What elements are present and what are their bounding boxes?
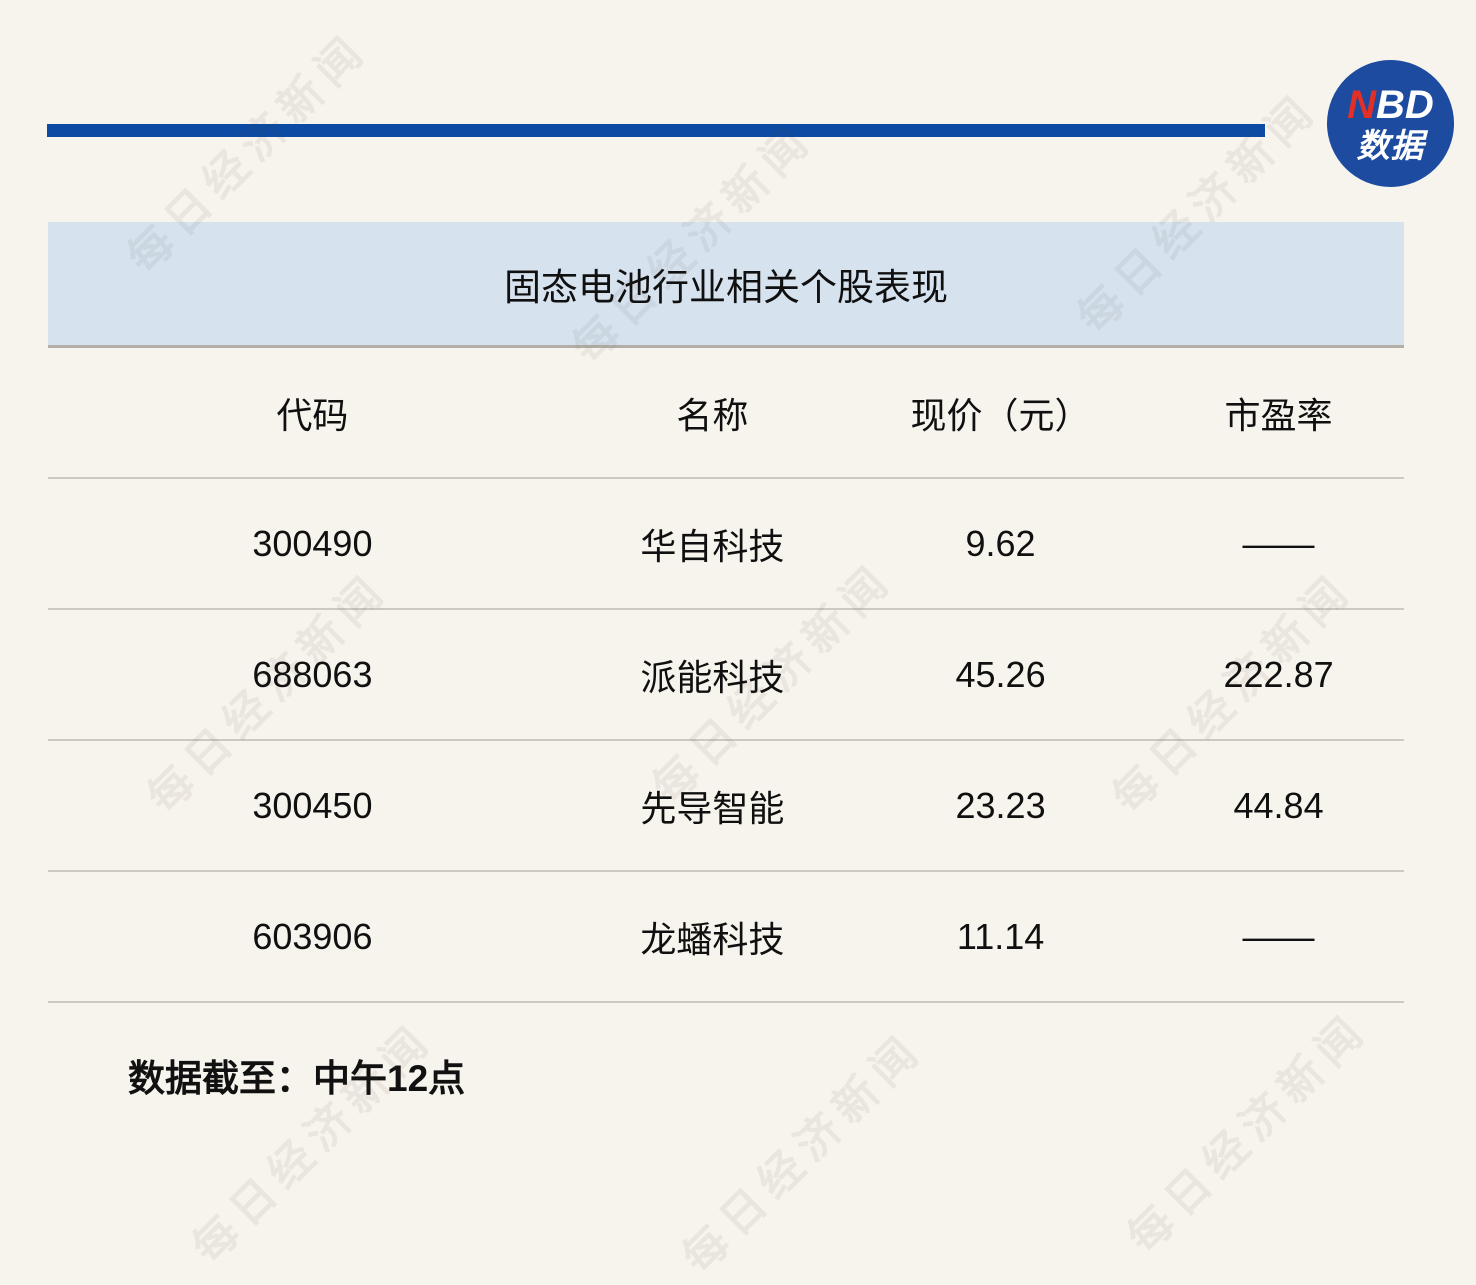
page: NBD 数据 固态电池行业相关个股表现 代码 名称 现价（元） 市盈率 xyxy=(47,23,1454,1283)
cell-name: 派能科技 xyxy=(576,609,849,741)
data-cutoff-note: 数据截至：中午12点 xyxy=(128,1058,466,1099)
cell-price: 23.23 xyxy=(848,740,1154,872)
table-title: 固态电池行业相关个股表现 xyxy=(48,222,1404,348)
cell-price: 9.62 xyxy=(848,478,1154,610)
table-row: 300450 先导智能 23.23 44.84 xyxy=(48,740,1404,872)
nbd-logo-n: N xyxy=(1347,83,1377,127)
cell-name: 先导智能 xyxy=(576,740,849,872)
table-header-row: 代码 名称 现价（元） 市盈率 xyxy=(48,348,1404,479)
nbd-logo-sub: 数据 xyxy=(1356,127,1425,164)
watermark-text: 每日经济新闻 xyxy=(1118,1003,1378,1263)
cell-code: 688063 xyxy=(48,609,577,741)
watermark-text: 每日经济新闻 xyxy=(673,1023,933,1283)
column-header-code: 代码 xyxy=(48,348,577,479)
cell-code: 300490 xyxy=(48,478,577,610)
watermark-text: 每日经济新闻 xyxy=(183,1013,443,1273)
cell-price: 11.14 xyxy=(848,871,1154,1003)
cell-pe: 44.84 xyxy=(1153,740,1404,872)
nbd-logo-bd: BD xyxy=(1376,83,1434,127)
stock-table-card: 固态电池行业相关个股表现 代码 名称 现价（元） 市盈率 300490 华 xyxy=(48,222,1404,1003)
cell-pe: —— xyxy=(1153,478,1404,610)
nbd-logo: NBD 数据 xyxy=(1327,60,1454,187)
cell-code: 300450 xyxy=(48,740,577,872)
table-row: 603906 龙蟠科技 11.14 —— xyxy=(48,871,1404,1003)
brand-rule xyxy=(47,124,1265,137)
stock-table: 代码 名称 现价（元） 市盈率 300490 华自科技 9.62 —— 6880… xyxy=(48,348,1404,1003)
column-header-pe: 市盈率 xyxy=(1153,348,1404,479)
cell-pe: —— xyxy=(1153,871,1404,1003)
cell-price: 45.26 xyxy=(848,609,1154,741)
column-header-name: 名称 xyxy=(576,348,849,479)
cell-pe: 222.87 xyxy=(1153,609,1404,741)
table-row: 688063 派能科技 45.26 222.87 xyxy=(48,609,1404,741)
nbd-logo-text: NBD xyxy=(1347,85,1434,125)
column-header-price: 现价（元） xyxy=(848,348,1154,479)
cell-code: 603906 xyxy=(48,871,577,1003)
cell-name: 龙蟠科技 xyxy=(576,871,849,1003)
cell-name: 华自科技 xyxy=(576,478,849,610)
table-row: 300490 华自科技 9.62 —— xyxy=(48,478,1404,610)
